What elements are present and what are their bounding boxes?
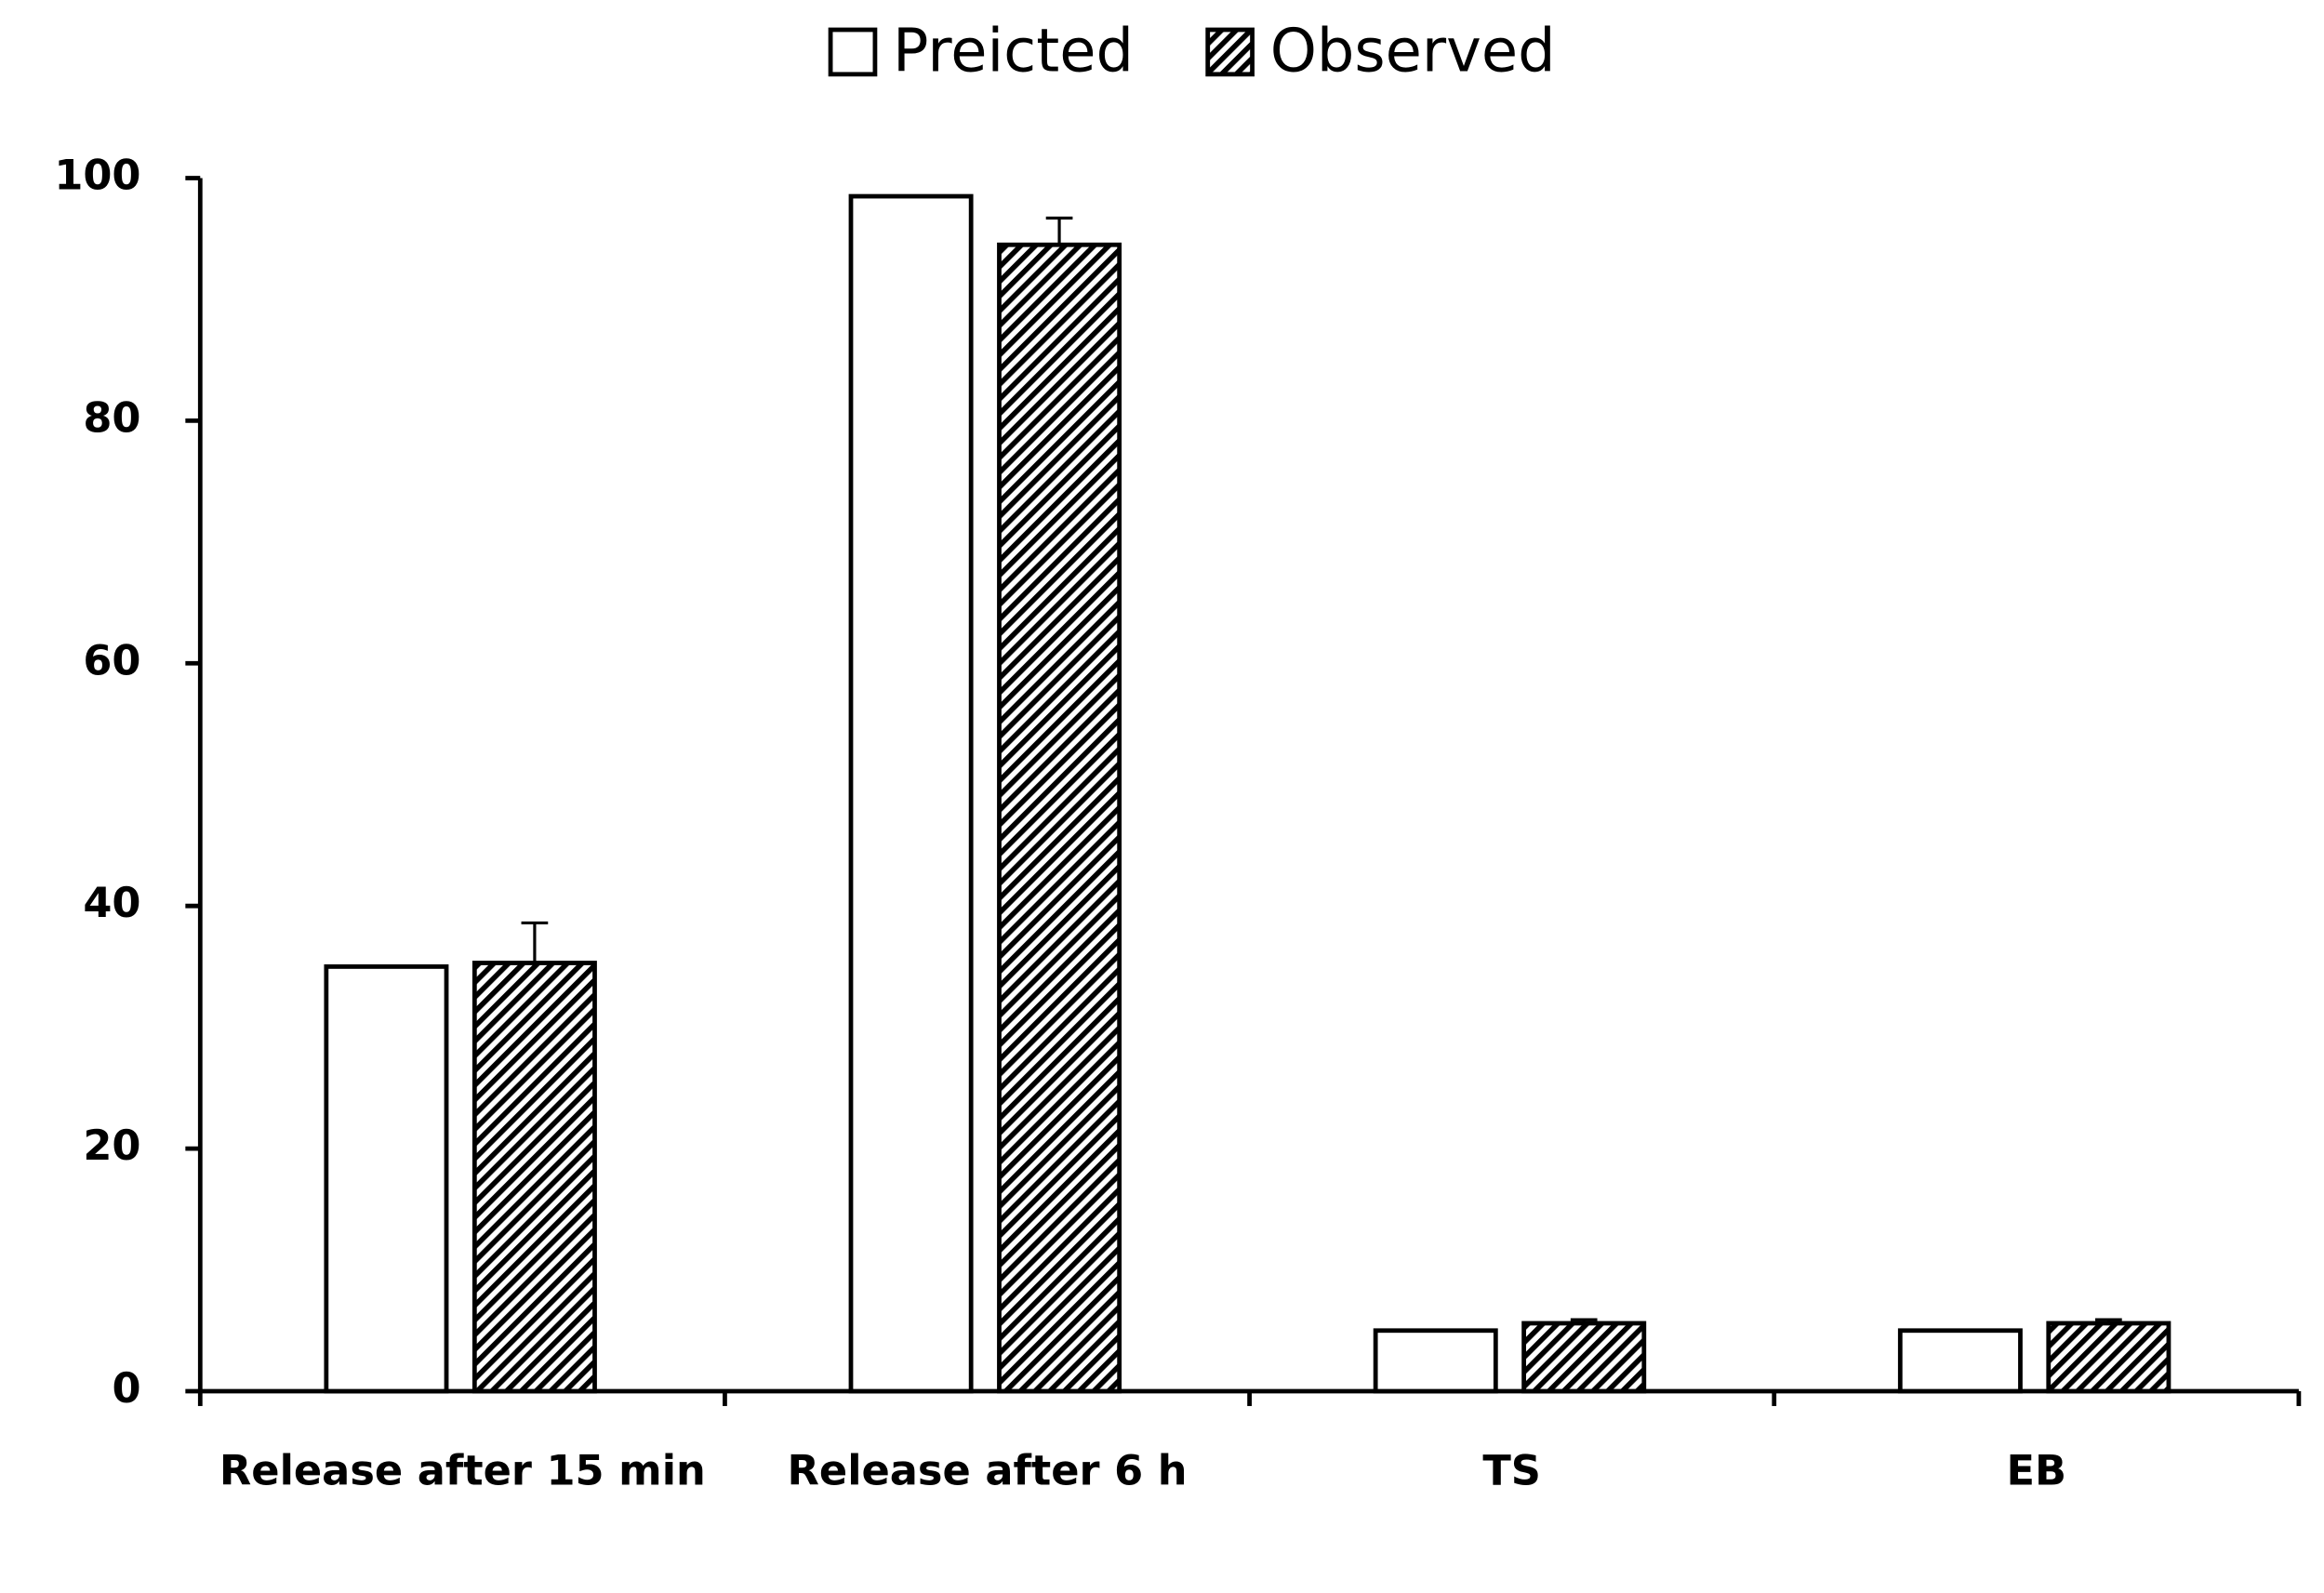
bar bbox=[848, 193, 974, 1394]
y-tick-label: 0 bbox=[112, 1364, 140, 1413]
y-tick-label: 20 bbox=[83, 1122, 140, 1170]
bar bbox=[1373, 1328, 1498, 1394]
bar bbox=[324, 964, 449, 1394]
x-tick-label-box: Release after 15 min bbox=[219, 1446, 706, 1495]
x-tick-label: TS bbox=[1482, 1446, 1541, 1495]
x-tick-label: Release after 15 min bbox=[219, 1446, 706, 1495]
bar bbox=[1897, 1328, 2023, 1394]
y-tick-label: 100 bbox=[54, 151, 140, 199]
bar bbox=[2046, 1321, 2171, 1394]
bar bbox=[471, 961, 597, 1394]
x-tick-label-box: TS bbox=[1482, 1446, 1541, 1495]
x-tick-label-box: EB bbox=[2006, 1446, 2067, 1495]
legend-label: Observed bbox=[1270, 18, 1556, 86]
x-tick-label: EB bbox=[2006, 1446, 2067, 1495]
error-bar bbox=[2095, 1318, 2122, 1323]
bar bbox=[1521, 1321, 1647, 1394]
y-tick-label: 60 bbox=[83, 636, 140, 684]
y-tick-label: 80 bbox=[83, 393, 140, 442]
legend-label: Preicted bbox=[893, 18, 1134, 86]
bar bbox=[997, 242, 1122, 1394]
x-tick-label-box: Release after 6 h bbox=[787, 1446, 1188, 1495]
legend-swatch bbox=[828, 27, 878, 77]
error-bar bbox=[1570, 1318, 1598, 1323]
x-tick-label: Release after 6 h bbox=[787, 1446, 1188, 1495]
y-tick-label: 40 bbox=[83, 879, 140, 927]
error-bar bbox=[1045, 216, 1073, 246]
error-bar bbox=[521, 921, 549, 963]
legend-swatch bbox=[1205, 27, 1255, 77]
